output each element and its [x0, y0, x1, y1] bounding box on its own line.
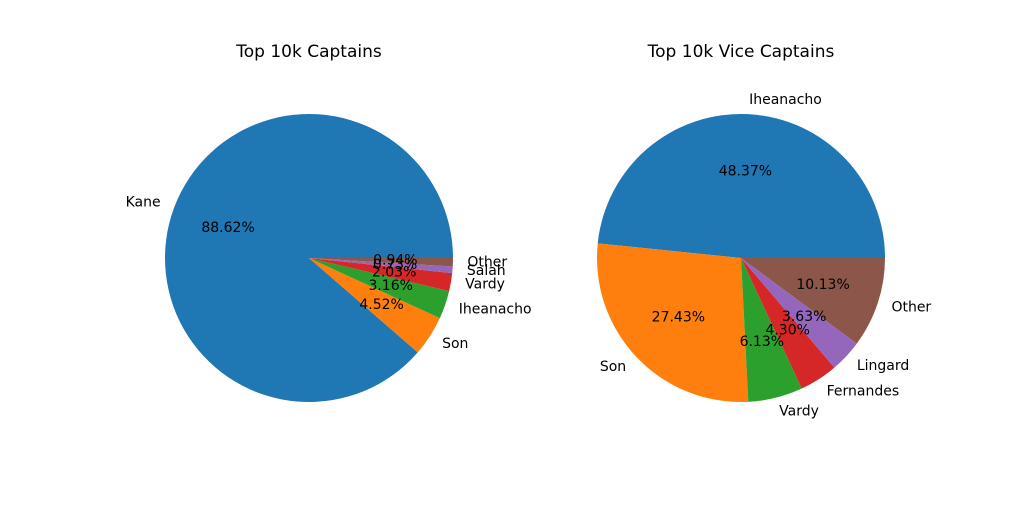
vice-captains-pct-vardy: 6.13%	[740, 334, 784, 350]
captains-pct-vardy: 2.03%	[372, 265, 416, 281]
vice-captains-label-other: Other	[891, 300, 931, 316]
vice-captains-pct-fernandes: 4.30%	[765, 323, 809, 339]
vice-captains-pie-chart: Top 10k Vice Captains Iheanacho Son Vardy F…	[597, 42, 931, 420]
captains-pie-chart: Top 10k Captains Kane Son Iheanacho VardySa…	[126, 42, 532, 403]
captains-label-iheanacho: Iheanacho	[459, 302, 532, 318]
captains-slice-vardy	[309, 258, 453, 292]
captains-pct-iheanacho: 3.16%	[368, 278, 412, 294]
captains-chart-title: Top 10k Captains	[235, 42, 382, 62]
captains-pct-other: 0.94%	[373, 253, 417, 269]
vice-captains-slice-other	[741, 258, 885, 344]
captains-label-salah: Salah	[467, 263, 506, 279]
captains-slice-kane	[164, 114, 453, 403]
vice-captains-label-iheanacho: Iheanacho	[749, 92, 822, 108]
vice-captains-slice-son	[597, 243, 749, 403]
vice-captains-label-son: Son	[600, 359, 626, 375]
vice-captains-label-vardy: Vardy	[779, 404, 819, 420]
captains-pct-son: 4.52%	[359, 297, 403, 313]
vice-captains-slice-iheanacho	[597, 113, 885, 259]
vice-captains-pct-lingard: 3.63%	[782, 309, 826, 325]
vice-captains-chart-title: Top 10k Vice Captains	[647, 42, 835, 62]
vice-captains-label-fernandes: Fernandes	[827, 383, 900, 399]
captains-slice-other	[309, 258, 453, 267]
captains-slice-son	[309, 258, 440, 353]
vice-captains-slice-fernandes	[741, 258, 835, 389]
vice-captains-pct-other: 10.13%	[796, 277, 849, 293]
captains-label-son: Son	[442, 336, 468, 352]
captains-slice-iheanacho	[309, 258, 450, 319]
captains-pct-salah: 0.73%	[373, 257, 417, 273]
vice-captains-slice-lingard	[741, 258, 857, 368]
captains-label-vardy: Vardy	[465, 277, 505, 293]
vice-captains-label-lingard: Lingard	[857, 358, 909, 374]
vice-captains-slice-vardy	[741, 258, 802, 402]
vice-captains-pct-iheanacho: 48.37%	[719, 164, 772, 180]
captains-label-kane: Kane	[126, 195, 161, 211]
captains-pct-kane: 88.62%	[201, 220, 254, 236]
vice-captains-pct-son: 27.43%	[652, 310, 705, 326]
captains-slice-salah	[309, 258, 453, 274]
captains-label-other: Other	[467, 255, 507, 271]
